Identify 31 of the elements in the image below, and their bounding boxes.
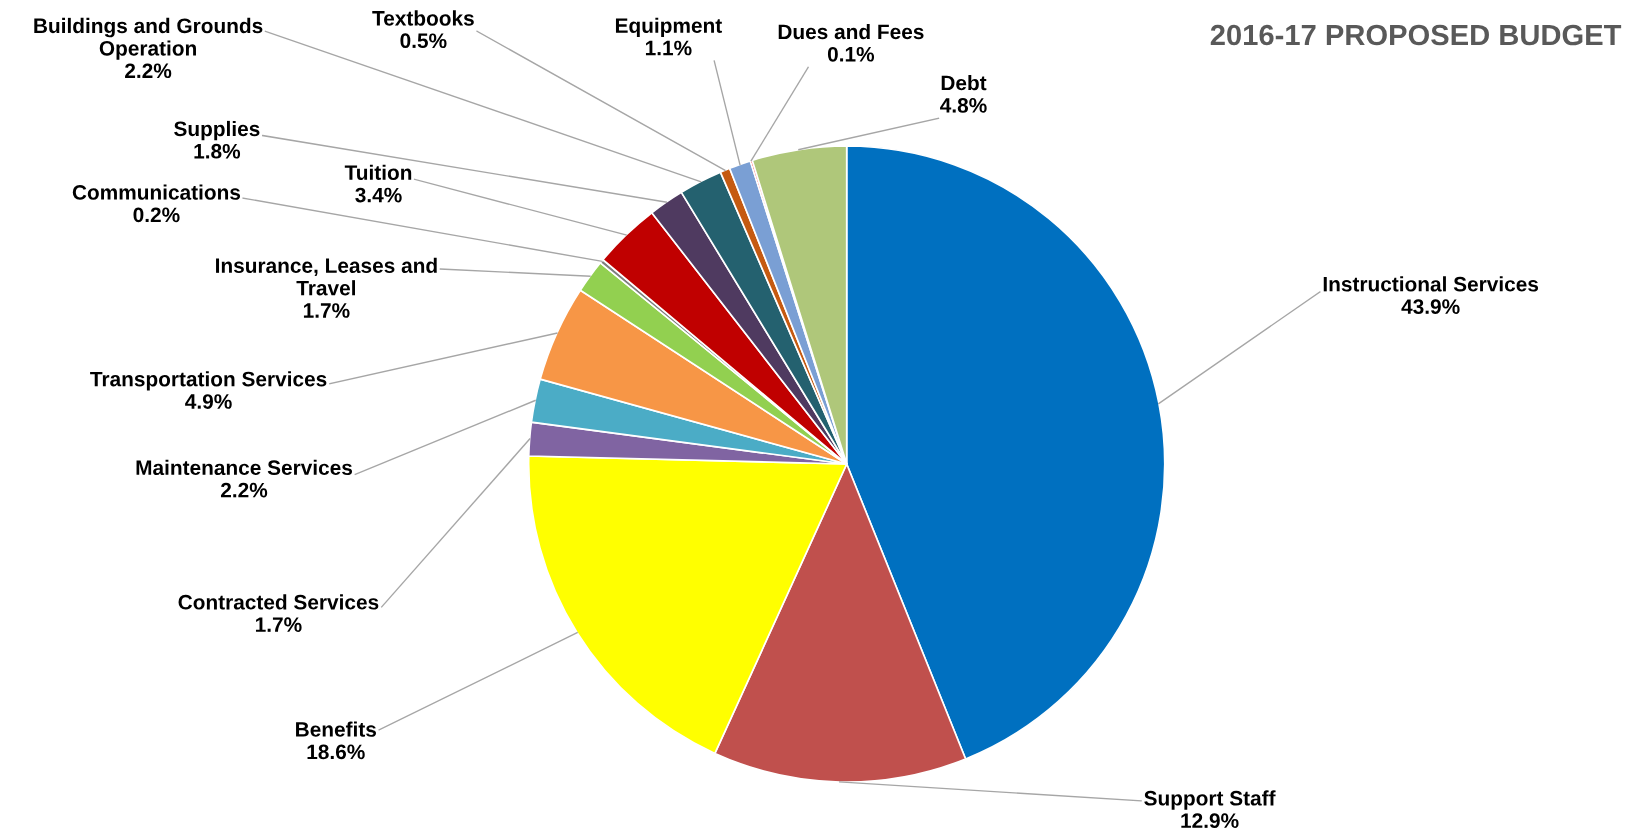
slice-label: Equipment bbox=[615, 17, 722, 38]
slice-label: Tuition bbox=[344, 164, 412, 180]
data-label: 4.8% bbox=[940, 97, 987, 113]
data-label: 18.6% bbox=[307, 744, 365, 760]
slice-label: Debt bbox=[941, 75, 987, 91]
data-label: 2.2% bbox=[125, 63, 172, 79]
chart-title: 2016-17 PROPOSED BUDGET bbox=[1210, 24, 1622, 46]
data-label: 1.7% bbox=[255, 617, 302, 632]
data-label: 12.9% bbox=[1181, 813, 1239, 829]
slice-label: Transportation Services bbox=[90, 371, 327, 391]
data-label: 0.5% bbox=[400, 33, 447, 49]
slice-label: Supplies bbox=[174, 120, 260, 141]
data-label: 4.9% bbox=[185, 394, 232, 409]
slice-label: Maintenance Services bbox=[136, 459, 352, 476]
data-label: 0.1% bbox=[827, 46, 875, 62]
slice-label: Insurance, Leases and Travel bbox=[216, 257, 437, 296]
slice-label: Communications bbox=[72, 184, 241, 200]
data-label: 1.8% bbox=[194, 143, 241, 159]
slice-label: Contracted Services bbox=[178, 594, 379, 610]
data-label: 0.2% bbox=[133, 207, 180, 223]
slice-label: Dues and Fees bbox=[778, 23, 924, 40]
data-label: 1.7% bbox=[303, 303, 350, 318]
data-label: 3.4% bbox=[355, 187, 402, 203]
slice-label: Textbooks bbox=[372, 10, 474, 26]
data-label: 2.2% bbox=[220, 482, 268, 498]
slice-label: Buildings and Grounds Operation bbox=[34, 17, 263, 60]
slice-label: Instructional Services bbox=[1323, 276, 1539, 292]
data-label: 1.1% bbox=[645, 40, 692, 56]
data-label: 43.9% bbox=[1401, 299, 1460, 315]
slice-label: Benefits bbox=[296, 721, 377, 737]
slice-label: Support Staff bbox=[1144, 790, 1276, 810]
